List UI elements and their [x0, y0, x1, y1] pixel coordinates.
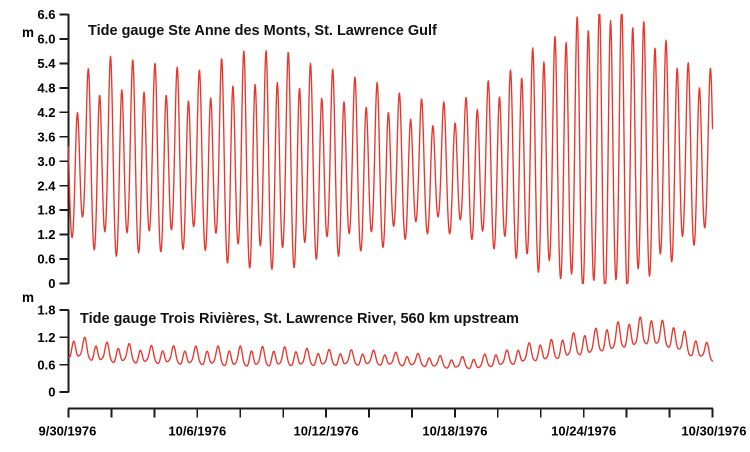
upper-y-tick-label: 3.0	[37, 154, 55, 169]
upper-y-tick-label: 4.2	[37, 105, 55, 120]
x-tick-label: 10/6/1976	[168, 424, 226, 439]
upper-y-tick-label: 6.6	[37, 7, 55, 22]
x-tick-label: 10/12/1976	[294, 424, 359, 439]
lower-y-tick-label: 1.2	[37, 330, 55, 345]
upper-y-tick-label: 1.2	[37, 227, 55, 242]
x-tick-label-group: 9/30/1976 10/6/1976 10/12/1976 10/18/1976 10…	[39, 424, 747, 439]
upper-y-tick-label: 1.8	[37, 203, 55, 218]
lower-series-line	[67, 316, 714, 370]
upper-y-tick-label: 0.6	[37, 252, 55, 267]
x-tick-label: 10/18/1976	[422, 424, 487, 439]
lower-y-axis-unit: m	[22, 290, 34, 305]
x-tick-group	[67, 408, 714, 418]
x-tick-label: 10/24/1976	[551, 424, 616, 439]
lower-y-tick-label: 0.6	[37, 357, 55, 372]
upper-panel-title: Tide gauge Ste Anne des Monts, St. Lawre…	[88, 23, 437, 39]
lower-y-tick-label: 0	[48, 385, 55, 400]
upper-y-tick-group: 0 0.6 1.2 1.8 2.4 3.0 3.6 4.2 4.8 5.4 6.0 6.6	[37, 7, 69, 291]
lower-panel-title: Tide gauge Trois Rivières, St. Lawrence …	[80, 311, 519, 327]
lower-panel: m 0 0.6 1.2 1.8 Tide gauge Trois Rivières, …	[22, 290, 714, 400]
upper-y-tick-label: 6.0	[37, 32, 55, 47]
lower-y-tick-label: 1.8	[37, 303, 55, 318]
upper-series-line	[67, 13, 714, 285]
upper-y-tick-label: 0	[48, 276, 55, 291]
upper-y-tick-label: 4.8	[37, 80, 55, 95]
upper-y-tick-label: 5.4	[37, 56, 56, 71]
upper-panel: m 0 0.6 1.2 1.8 2.4 3.0 3.6 4.2 4.8 5.4 6.0 6.6 Tid…	[22, 7, 714, 291]
lower-y-tick-group: 0 0.6 1.2 1.8	[37, 303, 69, 400]
upper-y-tick-label: 3.6	[37, 129, 55, 144]
x-tick-label: 10/30/1976	[681, 424, 746, 439]
x-tick-label: 9/30/1976	[39, 424, 97, 439]
upper-y-tick-label: 2.4	[37, 178, 56, 193]
x-axis: 9/30/1976 10/6/1976 10/12/1976 10/18/1976 10…	[39, 407, 747, 439]
upper-y-axis-unit: m	[22, 25, 34, 40]
